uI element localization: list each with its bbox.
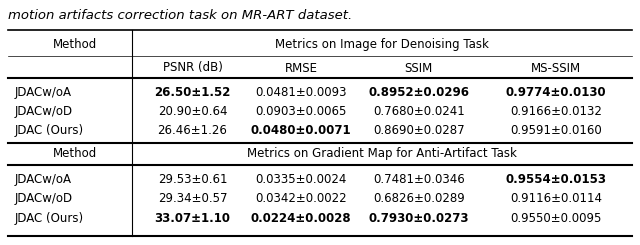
- Text: Method: Method: [52, 147, 97, 160]
- Text: JDAC (Ours): JDAC (Ours): [14, 212, 83, 225]
- Text: motion artifacts correction task on MR-ART dataset.: motion artifacts correction task on MR-A…: [8, 9, 352, 22]
- Text: 0.0224±0.0028: 0.0224±0.0028: [251, 212, 351, 225]
- Text: 26.46±1.26: 26.46±1.26: [157, 124, 227, 137]
- Text: 20.90±0.64: 20.90±0.64: [158, 105, 227, 118]
- Text: 0.9554±0.0153: 0.9554±0.0153: [505, 173, 606, 186]
- Text: SSIM: SSIM: [404, 61, 433, 74]
- Text: 0.8952±0.0296: 0.8952±0.0296: [368, 86, 469, 99]
- Text: JDACw/oD: JDACw/oD: [14, 192, 72, 205]
- Text: 29.53±0.61: 29.53±0.61: [158, 173, 227, 186]
- Text: 0.0342±0.0022: 0.0342±0.0022: [255, 192, 347, 205]
- Text: 0.7680±0.0241: 0.7680±0.0241: [373, 105, 465, 118]
- Text: Metrics on Gradient Map for Anti-Artifact Task: Metrics on Gradient Map for Anti-Artifac…: [247, 147, 517, 160]
- Text: MS-SSIM: MS-SSIM: [531, 61, 581, 74]
- Text: 0.9550±0.0095: 0.9550±0.0095: [510, 212, 602, 225]
- Text: 0.0480±0.0071: 0.0480±0.0071: [251, 124, 351, 137]
- Text: JDACw/oA: JDACw/oA: [14, 86, 71, 99]
- Text: 0.0335±0.0024: 0.0335±0.0024: [255, 173, 347, 186]
- Text: 0.9166±0.0132: 0.9166±0.0132: [510, 105, 602, 118]
- Text: PSNR (dB): PSNR (dB): [163, 61, 223, 74]
- Text: JDACw/oD: JDACw/oD: [14, 105, 72, 118]
- Text: JDACw/oA: JDACw/oA: [14, 173, 71, 186]
- Text: 33.07±1.10: 33.07±1.10: [154, 212, 230, 225]
- Text: JDAC (Ours): JDAC (Ours): [14, 124, 83, 137]
- Text: 0.8690±0.0287: 0.8690±0.0287: [373, 124, 465, 137]
- Text: 0.9591±0.0160: 0.9591±0.0160: [510, 124, 602, 137]
- Text: 0.0903±0.0065: 0.0903±0.0065: [255, 105, 347, 118]
- Text: Method: Method: [52, 38, 97, 51]
- Text: 0.0481±0.0093: 0.0481±0.0093: [255, 86, 347, 99]
- Text: 0.9116±0.0114: 0.9116±0.0114: [510, 192, 602, 205]
- Text: 29.34±0.57: 29.34±0.57: [158, 192, 227, 205]
- Text: 0.9774±0.0130: 0.9774±0.0130: [506, 86, 606, 99]
- Text: Metrics on Image for Denoising Task: Metrics on Image for Denoising Task: [275, 38, 489, 51]
- Text: 0.7930±0.0273: 0.7930±0.0273: [369, 212, 469, 225]
- Text: 26.50±1.52: 26.50±1.52: [154, 86, 231, 99]
- Text: 0.7481±0.0346: 0.7481±0.0346: [373, 173, 465, 186]
- Text: RMSE: RMSE: [284, 61, 317, 74]
- Text: 0.6826±0.0289: 0.6826±0.0289: [373, 192, 465, 205]
